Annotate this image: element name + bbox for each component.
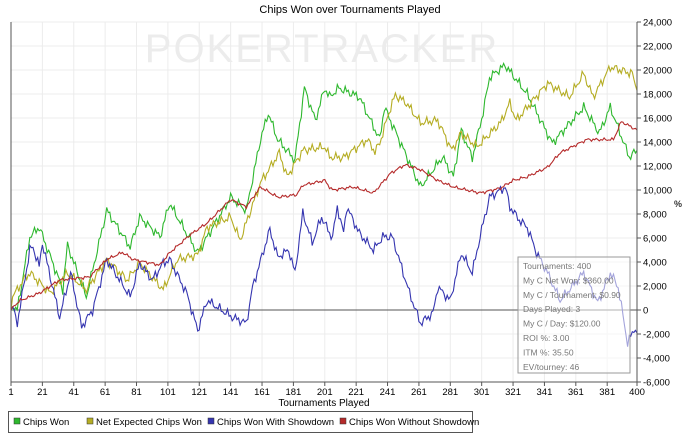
series-line-chips-won-with-showdown: [10, 185, 638, 347]
x-tick-label: 321: [505, 387, 521, 398]
x-tick-label: 241: [380, 387, 396, 398]
legend-label: Net Expected Chips Won: [96, 417, 202, 428]
legend-swatch: [13, 417, 21, 425]
x-tick-label: 281: [442, 387, 458, 398]
stats-lines: Tournaments: 400 My C Net Won: $360.00 My …: [523, 261, 621, 372]
y-tick-label: 8,000: [643, 210, 667, 221]
pokertracker-watermark: POKERTRACKER: [145, 27, 499, 71]
x-tick-label: 381: [599, 387, 615, 398]
legend-item[interactable]: Chips Won With Showdown: [207, 417, 334, 428]
stats-line: Days Played: 3: [523, 304, 580, 314]
y-tick-label: 22,000: [643, 42, 672, 53]
x-tick-label: 21: [37, 387, 48, 398]
stats-line: Tournaments: 400: [523, 261, 591, 271]
y-tick-label: -6,000: [643, 378, 670, 389]
stats-line: ROI %: 3.00: [523, 333, 570, 343]
x-tick-label: 261: [411, 387, 427, 398]
x-tick-label: 1: [8, 387, 13, 398]
series-line-net-expected-chips-won: [10, 64, 638, 311]
x-tick-label: 301: [474, 387, 490, 398]
legend-item[interactable]: Chips Won: [13, 417, 69, 428]
x-tick-label: 341: [537, 387, 553, 398]
y-tick-label: 20,000: [643, 66, 672, 77]
series-line-chips-won-without-showdown: [10, 121, 638, 311]
x-tick-label: 181: [285, 387, 301, 398]
stats-line: ITM %: 35.50: [523, 347, 574, 357]
legend-swatch: [207, 417, 215, 425]
y-axis-label: %: [674, 199, 682, 209]
legend-items: Chips Won Net Expected Chips Won Chips Won…: [13, 417, 479, 428]
x-axis-ticks: 1 21 41 61 81 101 121 141 161 181 201 221 241 261 281 3…: [8, 382, 645, 398]
y-tick-label: -4,000: [643, 354, 670, 365]
legend-item[interactable]: Net Expected Chips Won: [86, 417, 202, 428]
legend-label: Chips Won: [23, 417, 69, 428]
series-line-chips-won: [10, 61, 638, 312]
y-tick-label: 4,000: [643, 258, 667, 269]
y-tick-label: 18,000: [643, 90, 672, 101]
x-tick-label: 221: [348, 387, 364, 398]
y-tick-label: 2,000: [643, 282, 667, 293]
x-tick-label: 41: [68, 387, 79, 398]
y-tick-label: 16,000: [643, 114, 672, 125]
y-tick-label: -2,000: [643, 330, 670, 341]
legend-label: Chips Won Without Showdown: [349, 417, 479, 428]
x-tick-label: 121: [191, 387, 207, 398]
stats-box: [517, 256, 631, 374]
stats-line: My C / Day: $120.00: [523, 319, 601, 329]
legend-item[interactable]: Chips Won Without Showdown: [339, 417, 479, 428]
x-tick-label: 361: [568, 387, 584, 398]
stats-line: My C / Tournament: $0.90: [523, 290, 621, 300]
y-tick-label: 0: [643, 306, 648, 317]
series-lines: [10, 61, 638, 347]
stats-line: My C Net Won: $360.00: [523, 275, 614, 285]
legend-swatch: [339, 417, 347, 425]
x-tick-label: 81: [131, 387, 142, 398]
legend-label: Chips Won With Showdown: [217, 417, 334, 428]
x-tick-label: 61: [100, 387, 111, 398]
x-axis-label: Tournaments Played: [278, 398, 369, 409]
y-axis-ticks: -6,000 -4,000 -2,000 0 2,000 4,000 6,000 8,000 1…: [637, 18, 672, 389]
x-tick-label: 400: [629, 387, 645, 398]
x-tick-label: 141: [223, 387, 239, 398]
y-tick-label: 24,000: [643, 18, 672, 29]
y-tick-label: 6,000: [643, 234, 667, 245]
y-tick-label: 10,000: [643, 186, 672, 197]
chart-title: Chips Won over Tournaments Played: [259, 4, 440, 16]
stats-line: EV/tourney: 46: [523, 362, 580, 372]
x-tick-label: 201: [317, 387, 333, 398]
y-tick-label: 12,000: [643, 162, 672, 173]
x-tick-label: 161: [254, 387, 270, 398]
legend: [8, 411, 473, 433]
y-tick-label: 14,000: [643, 138, 672, 149]
legend-swatch: [86, 417, 94, 425]
x-tick-label: 101: [160, 387, 176, 398]
